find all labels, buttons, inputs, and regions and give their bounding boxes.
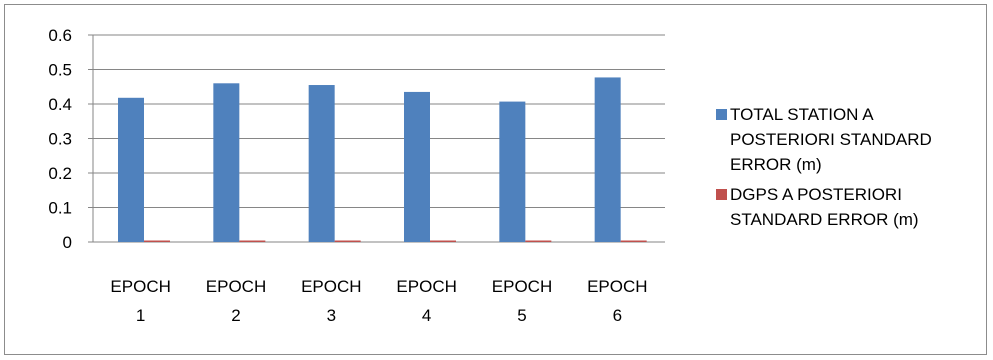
x-category-label: 2 xyxy=(231,306,240,325)
legend-label: POSTERIORI STANDARD xyxy=(730,130,932,149)
x-category-label: EPOCH xyxy=(206,277,266,296)
x-category-label: 1 xyxy=(136,306,145,325)
y-tick-label: 0.4 xyxy=(48,95,72,114)
chart-frame xyxy=(4,4,987,355)
x-category-label: EPOCH xyxy=(301,277,361,296)
y-tick-label: 0.1 xyxy=(48,199,72,218)
x-category-label: 4 xyxy=(422,306,431,325)
x-category-label: EPOCH xyxy=(492,277,552,296)
legend-swatch-2 xyxy=(716,189,727,200)
bar-total-station-2 xyxy=(213,83,240,242)
legend-label: ERROR (m) xyxy=(730,155,822,174)
x-category-label: EPOCH xyxy=(587,277,647,296)
y-tick-label: 0.5 xyxy=(48,61,72,80)
bar-total-station-1 xyxy=(118,97,144,242)
bar-dgps-6 xyxy=(620,240,647,242)
bar-dgps-1 xyxy=(144,240,170,242)
y-tick-label: 0.3 xyxy=(48,130,72,149)
legend-label: STANDARD ERROR (m) xyxy=(730,210,919,229)
y-tick-label: 0 xyxy=(63,233,72,252)
legend-label: TOTAL STATION A xyxy=(730,105,874,124)
y-tick-label: 0.6 xyxy=(48,26,72,45)
legend-swatch-1 xyxy=(716,109,727,120)
x-category-label: 5 xyxy=(517,306,526,325)
x-category-label: EPOCH xyxy=(110,277,170,296)
bar-dgps-4 xyxy=(430,240,456,242)
bar-dgps-3 xyxy=(334,240,361,242)
bar-total-station-4 xyxy=(404,91,430,242)
bar-total-station-6 xyxy=(594,77,621,242)
bar-dgps-5 xyxy=(525,240,552,242)
y-tick-label: 0.2 xyxy=(48,164,72,183)
legend-label: DGPS A POSTERIORI xyxy=(730,185,902,204)
bar-total-station-5 xyxy=(499,101,526,243)
bar-dgps-2 xyxy=(239,240,266,242)
x-category-label: 3 xyxy=(327,306,336,325)
x-category-label: 6 xyxy=(613,306,622,325)
bar-total-station-3 xyxy=(308,85,335,243)
x-category-label: EPOCH xyxy=(396,277,456,296)
